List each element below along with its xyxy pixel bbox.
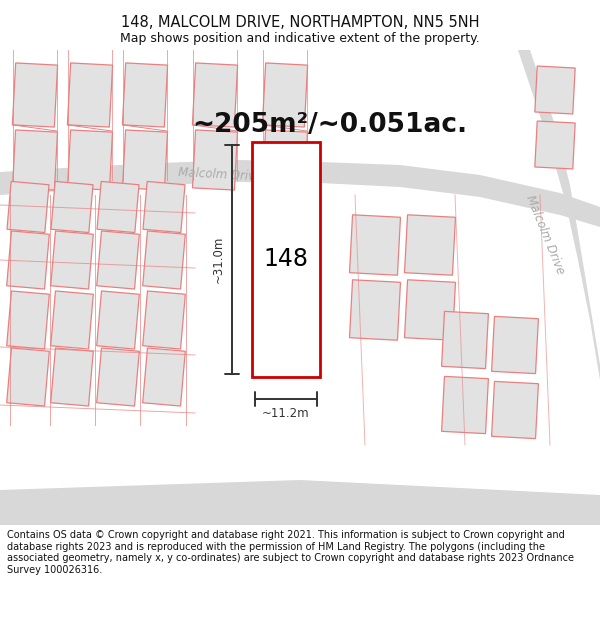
Polygon shape — [263, 130, 307, 190]
Polygon shape — [442, 311, 488, 369]
Text: Contains OS data © Crown copyright and database right 2021. This information is : Contains OS data © Crown copyright and d… — [7, 530, 574, 575]
Text: Malcolm Drive: Malcolm Drive — [523, 194, 567, 276]
Polygon shape — [67, 63, 113, 127]
Polygon shape — [50, 348, 94, 406]
Polygon shape — [143, 181, 185, 232]
Polygon shape — [143, 348, 185, 406]
Polygon shape — [51, 181, 93, 232]
Text: 148: 148 — [263, 248, 308, 271]
Polygon shape — [97, 231, 139, 289]
Text: Map shows position and indicative extent of the property.: Map shows position and indicative extent… — [120, 32, 480, 45]
Text: ~11.2m: ~11.2m — [262, 407, 310, 420]
Polygon shape — [7, 231, 49, 289]
Polygon shape — [7, 181, 49, 232]
Polygon shape — [13, 63, 58, 127]
Text: Malcolm Drive: Malcolm Drive — [178, 166, 262, 184]
Polygon shape — [350, 280, 400, 340]
Text: 148, MALCOLM DRIVE, NORTHAMPTON, NN5 5NH: 148, MALCOLM DRIVE, NORTHAMPTON, NN5 5NH — [121, 15, 479, 30]
Polygon shape — [0, 480, 600, 525]
Polygon shape — [68, 130, 112, 190]
Polygon shape — [50, 291, 94, 349]
Polygon shape — [50, 231, 94, 289]
Polygon shape — [491, 316, 538, 374]
Polygon shape — [97, 181, 139, 232]
Polygon shape — [97, 348, 139, 406]
Polygon shape — [404, 280, 455, 340]
Polygon shape — [122, 63, 167, 127]
Polygon shape — [7, 348, 49, 406]
Polygon shape — [442, 376, 488, 434]
Polygon shape — [97, 291, 139, 349]
Polygon shape — [7, 291, 49, 349]
Polygon shape — [262, 63, 308, 127]
Polygon shape — [13, 130, 58, 190]
Text: ~205m²/~0.051ac.: ~205m²/~0.051ac. — [193, 112, 467, 138]
Polygon shape — [518, 50, 600, 380]
Polygon shape — [193, 130, 238, 190]
Polygon shape — [535, 66, 575, 114]
Text: ~31.0m: ~31.0m — [212, 236, 225, 283]
Polygon shape — [491, 381, 538, 439]
Polygon shape — [143, 231, 185, 289]
Polygon shape — [350, 215, 400, 275]
Polygon shape — [122, 130, 167, 190]
Polygon shape — [193, 63, 238, 127]
Polygon shape — [404, 215, 455, 275]
Polygon shape — [535, 121, 575, 169]
Bar — [252, 142, 320, 377]
Polygon shape — [0, 160, 600, 227]
Polygon shape — [143, 291, 185, 349]
